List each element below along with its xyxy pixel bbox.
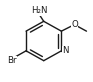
Text: H₂N: H₂N bbox=[31, 6, 47, 15]
Text: N: N bbox=[62, 46, 69, 55]
Text: Br: Br bbox=[7, 56, 17, 65]
Text: O: O bbox=[71, 20, 78, 29]
